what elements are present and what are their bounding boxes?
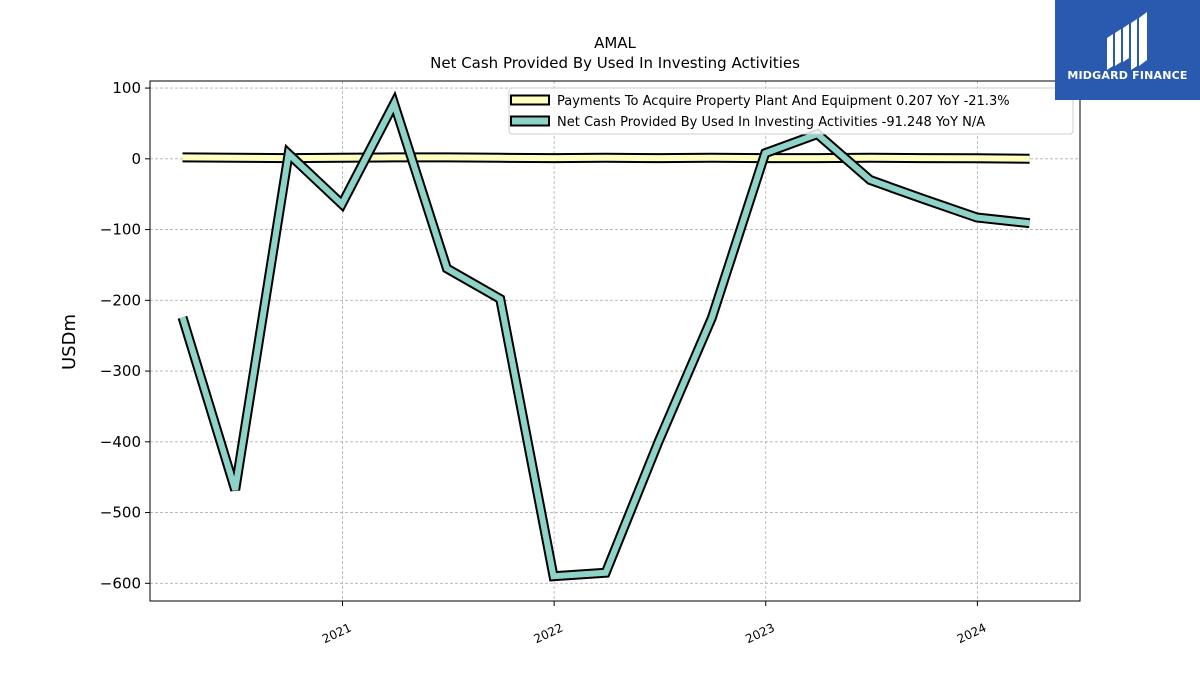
- legend: Payments To Acquire Property Plant And E…: [508, 87, 1074, 135]
- legend-swatch: [510, 115, 550, 127]
- y-tick-label: −100: [100, 221, 141, 239]
- chart-subtitle: Net Cash Provided By Used In Investing A…: [430, 54, 800, 72]
- y-tick-label: −500: [100, 504, 141, 522]
- y-tick-label: −600: [100, 574, 141, 592]
- legend-swatch: [510, 94, 550, 106]
- logo-text: MIDGARD FINANCE: [1067, 69, 1188, 82]
- x-tick-label: 2021: [320, 621, 354, 647]
- x-tick-label: 2023: [743, 621, 777, 647]
- y-tick-label: 0: [131, 150, 141, 168]
- series-0-line: [182, 154, 1030, 162]
- x-axis: 2021 2022 2023 2024: [320, 601, 988, 646]
- plot-area: [177, 90, 1031, 582]
- y-tick-label: −200: [100, 291, 141, 309]
- y-tick-label: 100: [112, 79, 141, 97]
- y-axis: 100 0 −100 −200 −300 −400 −500 −600: [100, 79, 150, 592]
- series-1-line: [179, 95, 1030, 580]
- x-tick-label: 2024: [955, 621, 989, 647]
- x-tick-label: 2022: [532, 621, 566, 647]
- axes-frame: [149, 80, 1081, 602]
- legend-label: Payments To Acquire Property Plant And E…: [557, 94, 1010, 109]
- legend-label: Net Cash Provided By Used In Investing A…: [557, 115, 985, 130]
- midgard-finance-logo: MIDGARD FINANCE: [1055, 0, 1200, 100]
- y-axis-label: USDm: [59, 314, 80, 370]
- logo-mark-icon: [1107, 12, 1147, 70]
- chart-title: AMAL: [594, 34, 636, 52]
- axes-border: [149, 80, 1081, 602]
- y-tick-label: −400: [100, 433, 141, 451]
- y-tick-label: −300: [100, 362, 141, 380]
- legend-box: [508, 87, 1074, 135]
